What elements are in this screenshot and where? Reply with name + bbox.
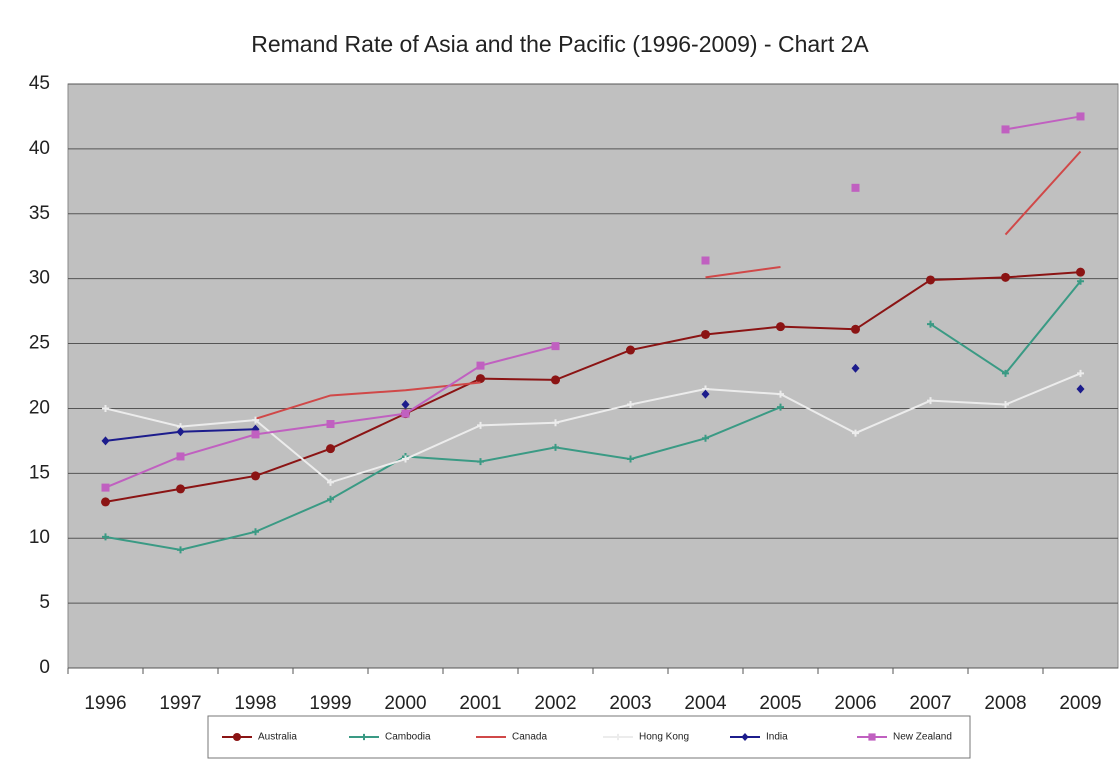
data-point: [477, 458, 484, 466]
data-point: [702, 434, 709, 442]
legend-label: Hong Kong: [639, 732, 689, 743]
data-point: [176, 452, 185, 461]
data-point: [851, 363, 860, 373]
data-point: [251, 471, 260, 481]
data-point: [852, 429, 859, 437]
x-tick-label: 1997: [159, 693, 201, 714]
data-point: [777, 403, 784, 411]
data-point: [701, 389, 710, 399]
legend-marker: [614, 733, 622, 741]
data-point: [627, 401, 634, 409]
data-point: [476, 361, 485, 370]
data-point: [101, 436, 110, 446]
y-tick-label: 35: [29, 203, 50, 224]
y-tick-label: 15: [29, 462, 50, 483]
legend-marker: [360, 733, 368, 741]
data-point: [701, 256, 710, 265]
x-tick-label: 1996: [84, 693, 126, 714]
data-point: [401, 409, 410, 418]
data-point: [176, 427, 185, 437]
data-point: [476, 374, 485, 384]
data-point: [176, 484, 185, 494]
data-point: [1076, 384, 1085, 394]
data-point: [1001, 125, 1010, 134]
data-point: [177, 546, 184, 554]
legend-label: Australia: [258, 732, 297, 743]
legend-label: Canada: [512, 732, 547, 743]
data-point: [1076, 267, 1085, 277]
data-point: [851, 183, 860, 192]
data-point: [551, 375, 560, 385]
data-point: [401, 400, 410, 410]
x-tick-label: 2007: [909, 693, 951, 714]
legend-label: India: [766, 732, 788, 743]
data-point: [1002, 401, 1009, 409]
y-tick-label: 30: [29, 268, 50, 289]
y-tick-label: 20: [29, 397, 50, 418]
data-point: [252, 528, 259, 536]
y-tick-label: 25: [29, 333, 50, 354]
data-point: [251, 430, 260, 439]
x-tick-label: 1999: [309, 693, 351, 714]
data-point: [477, 421, 484, 429]
data-point: [101, 497, 110, 507]
data-point: [326, 420, 335, 429]
x-tick-label: 2000: [384, 693, 426, 714]
legend-label: Cambodia: [385, 732, 431, 743]
data-point: [926, 275, 935, 285]
x-tick-label: 2002: [534, 693, 576, 714]
data-point: [326, 444, 335, 454]
x-tick-label: 2003: [609, 693, 651, 714]
y-tick-label: 10: [29, 527, 50, 548]
x-tick-label: 2008: [984, 693, 1026, 714]
data-point: [776, 322, 785, 332]
series-line: [105, 372, 1081, 484]
data-point: [927, 320, 934, 328]
y-tick-label: 45: [29, 73, 50, 94]
data-point: [252, 416, 259, 424]
data-point: [626, 345, 635, 355]
data-point: [927, 397, 934, 405]
data-point: [627, 455, 634, 463]
data-point: [102, 533, 109, 541]
data-point: [327, 495, 334, 503]
x-tick-label: 2001: [459, 693, 501, 714]
legend: Australia Cambodia Canada Hong Kong India New…: [207, 715, 971, 759]
data-point: [552, 419, 559, 427]
plot-area: [67, 83, 1119, 669]
data-point: [101, 483, 110, 492]
y-tick-label: 0: [39, 657, 50, 678]
chart-title: Remand Rate of Asia and the Pacific (199…: [251, 31, 869, 57]
x-tick-label: 2005: [759, 693, 801, 714]
legend-marker: [868, 733, 876, 741]
x-tick-label: 2006: [834, 693, 876, 714]
legend-box: [207, 715, 971, 759]
data-point: [1002, 369, 1009, 377]
series-line: [105, 271, 1081, 503]
series-line: [255, 150, 1082, 420]
legend-marker: [741, 732, 749, 742]
data-point: [777, 390, 784, 398]
data-point: [102, 404, 109, 412]
data-point: [551, 342, 560, 351]
y-tick-label: 5: [39, 592, 50, 613]
legend-marker: [232, 732, 242, 742]
data-point: [327, 478, 334, 486]
data-point: [1001, 272, 1010, 282]
legend-label: New Zealand: [893, 732, 952, 743]
data-point: [402, 455, 409, 463]
data-point: [1077, 277, 1084, 285]
x-tick-label: 1998: [234, 693, 276, 714]
x-tick-label: 2004: [684, 693, 727, 714]
data-point: [851, 324, 860, 334]
y-tick-label: 40: [29, 138, 50, 159]
data-point: [1076, 112, 1085, 121]
data-point: [1077, 369, 1084, 377]
data-point: [701, 329, 710, 339]
data-point: [552, 443, 559, 451]
x-tick-label: 2009: [1059, 693, 1101, 714]
